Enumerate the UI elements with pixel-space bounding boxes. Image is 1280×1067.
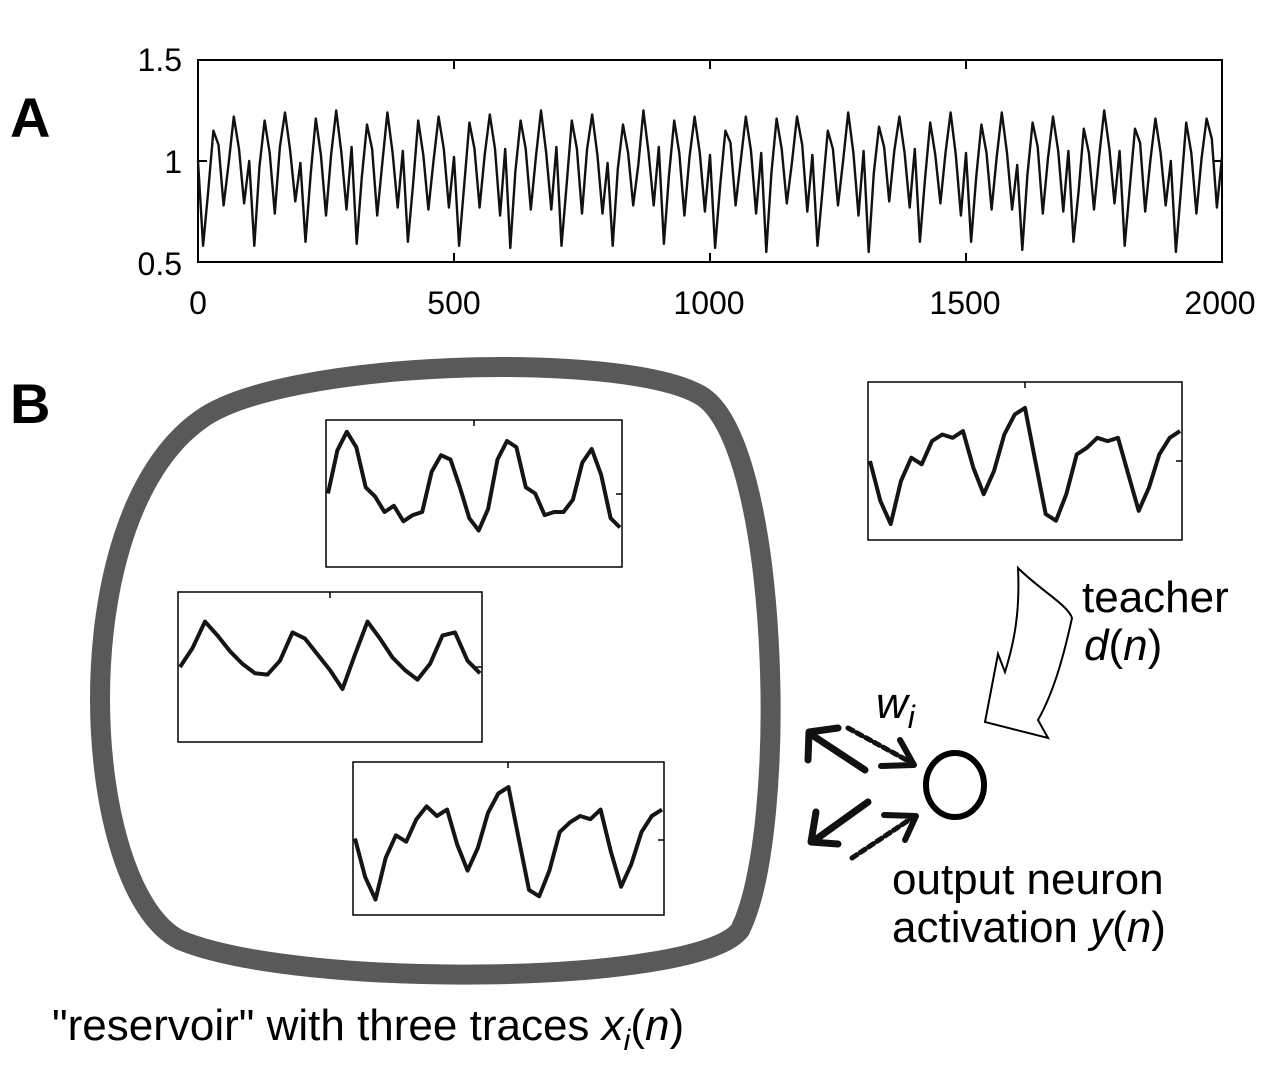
caption-open: ( xyxy=(630,1001,645,1050)
teacher-word: teacher xyxy=(1082,573,1229,622)
caption-var: x xyxy=(601,1001,624,1050)
output-var: y xyxy=(1090,902,1113,952)
teacher-open: ( xyxy=(1108,620,1124,670)
teacher-var: d xyxy=(1084,620,1109,670)
teacher-close: ) xyxy=(1147,620,1163,670)
y-tick-label-bottom: 0.5 xyxy=(137,246,182,282)
teacher-trace xyxy=(868,405,1182,526)
output-word: activation xyxy=(892,902,1091,952)
panel-label-a: A xyxy=(10,86,51,149)
x-tick-label-2000: 2000 xyxy=(1184,285,1256,321)
x-tick-label-1000: 1000 xyxy=(673,285,745,321)
output-label: output neuron activation y(n) xyxy=(892,856,1166,951)
teacher-label: teacher d(n) xyxy=(1082,574,1229,669)
output-open: ( xyxy=(1112,902,1127,952)
weight-var: w xyxy=(876,679,908,728)
caption-prefix: "reservoir" with three traces xyxy=(52,1001,602,1050)
caption-close: ) xyxy=(669,1001,685,1050)
output-neuron-circle xyxy=(923,750,987,820)
reservoir-outline xyxy=(90,357,781,985)
caption-sub: i xyxy=(623,1023,631,1057)
reservoir-trace-2 xyxy=(178,619,482,691)
weight-label: wi xyxy=(876,680,915,734)
x-tick-label-500: 500 xyxy=(427,285,481,321)
y-tick-label-mid: 1 xyxy=(164,144,182,180)
output-close: ) xyxy=(1151,902,1166,952)
y-tick-label-top: 1.5 xyxy=(137,42,182,78)
series-line-time-series xyxy=(196,109,1224,254)
caption-arg: n xyxy=(644,1001,670,1050)
reservoir-trace-1 xyxy=(326,429,622,533)
teacher-arrow xyxy=(983,565,1074,740)
teacher-arg: n xyxy=(1123,620,1148,670)
panel-label-b: B xyxy=(10,372,51,435)
reservoir-caption: "reservoir" with three traces xi(n) xyxy=(52,1002,684,1057)
readout-arrows xyxy=(804,724,919,861)
x-tick-label-1500: 1500 xyxy=(929,285,1001,321)
x-tick-label-0: 0 xyxy=(189,285,207,321)
weight-sub: i xyxy=(907,698,915,735)
output-line-1: output neuron xyxy=(892,855,1164,904)
reservoir-trace-3 xyxy=(353,785,664,902)
output-arg: n xyxy=(1126,902,1152,952)
